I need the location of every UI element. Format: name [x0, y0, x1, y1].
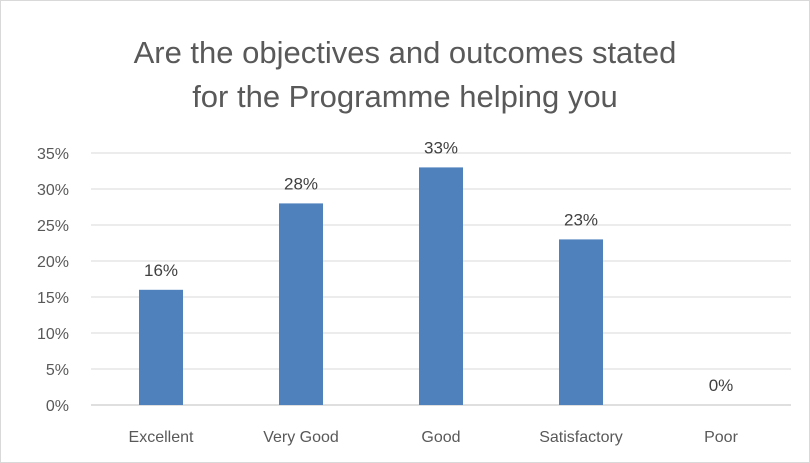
bar: [559, 239, 603, 405]
data-label: 33%: [424, 138, 458, 157]
x-tick-label: Good: [421, 429, 460, 446]
x-tick-label: Excellent: [129, 429, 194, 446]
x-tick-label: Satisfactory: [539, 429, 623, 446]
data-label: 23%: [564, 210, 598, 229]
data-label: 16%: [144, 261, 178, 280]
y-tick-label: 0%: [46, 398, 69, 415]
chart-title-line-2: for the Programme helping you: [192, 79, 618, 114]
y-tick-label: 15%: [37, 290, 69, 307]
chart-title-line-1: Are the objectives and outcomes stated: [133, 35, 677, 70]
chart-title: Are the objectives and outcomes stated f…: [1, 31, 809, 119]
y-tick-label: 5%: [46, 362, 69, 379]
x-tick-label: Poor: [704, 429, 738, 446]
y-tick-label: 25%: [37, 218, 69, 235]
x-tick-label: Very Good: [263, 429, 339, 446]
data-label: 28%: [284, 174, 318, 193]
y-tick-label: 10%: [37, 326, 69, 343]
y-tick-label: 35%: [37, 146, 69, 163]
bar: [139, 289, 183, 405]
data-label: 0%: [709, 376, 734, 395]
y-tick-label: 20%: [37, 254, 69, 271]
bar: [279, 203, 323, 405]
y-tick-label: 30%: [37, 182, 69, 199]
bar: [419, 167, 463, 405]
